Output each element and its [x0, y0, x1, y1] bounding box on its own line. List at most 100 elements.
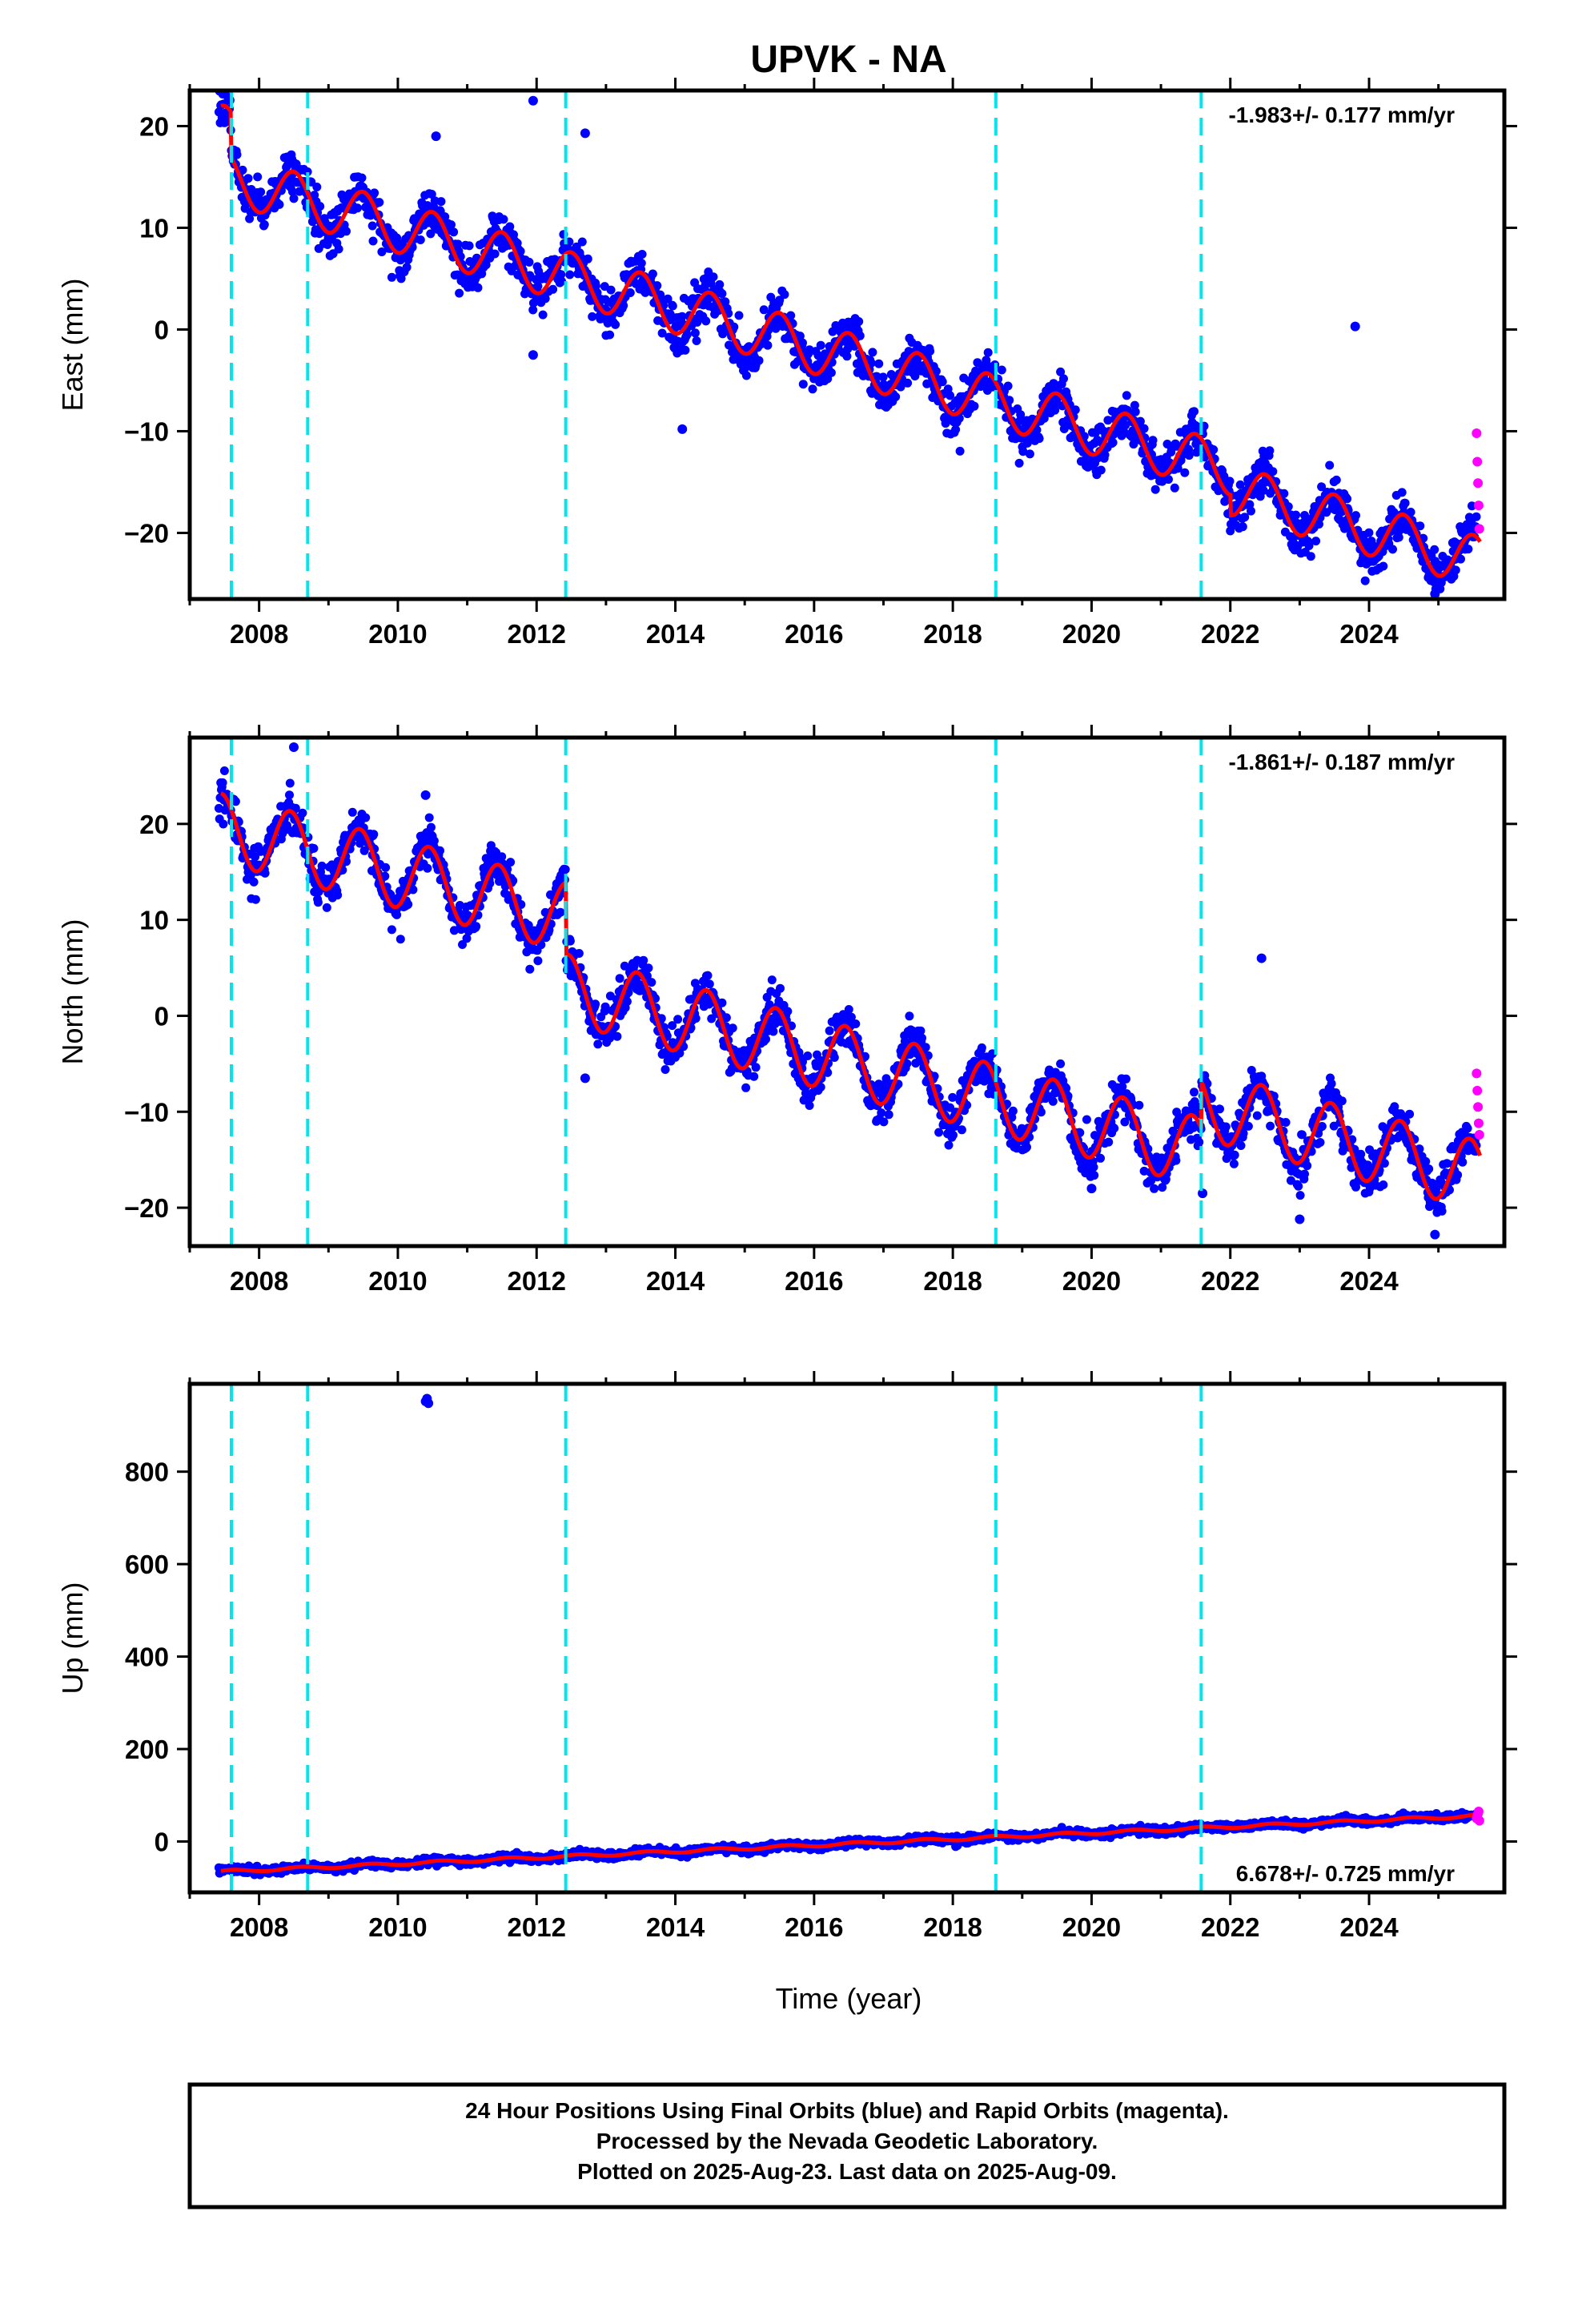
- final-orbit-point: [377, 247, 387, 256]
- final-orbit-point: [251, 852, 260, 862]
- final-orbit-point: [647, 978, 656, 987]
- final-orbit-point: [955, 446, 965, 456]
- final-orbit-point: [232, 150, 242, 159]
- final-orbit-point: [816, 1083, 825, 1092]
- rapid-orbit-point: [1474, 1130, 1484, 1140]
- final-orbit-point: [1198, 1188, 1208, 1199]
- final-orbit-point: [868, 348, 877, 357]
- final-orbit-point: [548, 284, 558, 294]
- final-orbit-point: [396, 935, 405, 944]
- final-orbit-point: [1229, 1159, 1239, 1168]
- figure-title: UPVK - NA: [750, 38, 946, 81]
- final-orbit-point: [1400, 498, 1410, 508]
- y-axis-title: East (mm): [56, 279, 89, 412]
- final-orbit-point: [455, 288, 464, 298]
- final-orbit-point: [416, 235, 425, 244]
- final-orbit-point: [1337, 1096, 1347, 1106]
- final-orbit-point: [436, 846, 444, 855]
- final-orbit-point: [1180, 468, 1190, 477]
- final-orbit-point: [427, 822, 436, 832]
- final-orbit-point: [1317, 1122, 1327, 1131]
- final-orbit-point: [231, 797, 240, 806]
- final-orbit-point: [1022, 1142, 1031, 1152]
- final-orbit-point: [948, 1092, 958, 1102]
- final-orbit-point: [315, 202, 325, 211]
- final-orbit-point: [591, 999, 600, 1009]
- north-panel: 2008 2010 2012 2014 2016 2018 2020 2022 2024−20−…: [56, 725, 1517, 1296]
- final-orbit-point: [525, 964, 535, 974]
- y-tick-label: 20: [139, 111, 169, 141]
- final-orbit-point: [881, 1074, 891, 1084]
- final-orbit-point: [1090, 1171, 1099, 1180]
- final-orbit-point: [556, 270, 566, 279]
- final-orbit-point: [387, 272, 396, 282]
- final-orbit-point: [497, 852, 507, 862]
- final-orbit-point: [1406, 508, 1415, 517]
- final-orbit-point: [803, 1051, 813, 1060]
- final-orbit-point: [903, 378, 913, 388]
- final-orbit-point: [380, 871, 390, 881]
- final-orbit-point: [691, 1014, 701, 1023]
- final-orbit-point: [1283, 502, 1293, 512]
- final-orbit-point: [1453, 1170, 1463, 1180]
- x-tick-label: 2010: [368, 1266, 427, 1296]
- rapid-orbit-point: [1472, 456, 1483, 467]
- final-orbit-point: [1350, 321, 1360, 332]
- final-orbit-point: [926, 347, 935, 356]
- final-orbit-point: [253, 172, 263, 182]
- final-orbit-point: [1430, 1229, 1440, 1240]
- y-tick-label: 10: [139, 906, 169, 935]
- final-orbit-point: [312, 183, 322, 191]
- final-orbit-point: [1360, 576, 1370, 585]
- final-orbit-point: [759, 305, 769, 315]
- final-orbit-point: [367, 221, 377, 231]
- rapid-orbit-point: [1472, 1085, 1483, 1096]
- final-orbit-point: [1235, 480, 1245, 489]
- final-orbit-point: [795, 332, 805, 341]
- final-orbit-point: [1239, 1128, 1248, 1138]
- final-orbit-point: [1394, 533, 1403, 542]
- velocity-label: -1.861+/- 0.187 mm/yr: [1228, 750, 1455, 774]
- final-orbit-point: [916, 1026, 926, 1035]
- final-orbit-point: [249, 877, 259, 887]
- final-orbit-point: [464, 241, 474, 251]
- final-orbit-point: [844, 1005, 853, 1014]
- final-orbit-point: [879, 1117, 889, 1127]
- east-panel: 2008 2010 2012 2014 2016 2018 2020 2022 2024−20−…: [56, 78, 1517, 649]
- final-orbit-point: [453, 239, 463, 249]
- final-orbit-point: [1215, 1104, 1224, 1114]
- final-orbit-point: [1240, 513, 1250, 522]
- final-orbit-point: [516, 247, 525, 256]
- final-orbit-point: [359, 846, 369, 855]
- final-orbit-point: [786, 311, 796, 320]
- final-orbit-point: [1247, 506, 1255, 516]
- final-orbit-point: [580, 1073, 590, 1084]
- final-orbit-point: [663, 294, 673, 304]
- final-orbit-point: [396, 274, 406, 283]
- final-orbit-point: [1415, 521, 1425, 531]
- final-orbit-point: [1130, 400, 1139, 410]
- final-orbit-point: [1388, 545, 1397, 554]
- final-orbit-point: [313, 898, 323, 907]
- y-axis-title: North (mm): [56, 919, 89, 1065]
- final-orbit-point: [375, 198, 384, 207]
- final-orbit-point: [1048, 1096, 1058, 1106]
- final-orbit-point: [1431, 1184, 1441, 1193]
- final-orbit-point: [1295, 1191, 1305, 1200]
- final-orbit-point: [728, 1023, 737, 1033]
- final-orbit-point: [905, 1011, 914, 1021]
- final-orbit-point: [741, 1083, 751, 1092]
- final-orbit-point: [639, 955, 648, 965]
- final-orbit-point: [934, 1128, 944, 1137]
- final-orbit-point: [1458, 1157, 1468, 1167]
- final-orbit-point: [1032, 425, 1042, 435]
- final-orbit-point: [219, 766, 229, 775]
- final-orbit-point: [1100, 450, 1110, 460]
- final-orbit-point: [458, 940, 467, 949]
- final-orbit-point: [1238, 522, 1247, 532]
- final-orbit-point: [1150, 485, 1160, 494]
- x-tick-label: 2018: [923, 1266, 982, 1296]
- final-orbit-point: [533, 956, 543, 966]
- final-orbit-point: [612, 1031, 622, 1041]
- final-orbit-point: [1108, 438, 1118, 448]
